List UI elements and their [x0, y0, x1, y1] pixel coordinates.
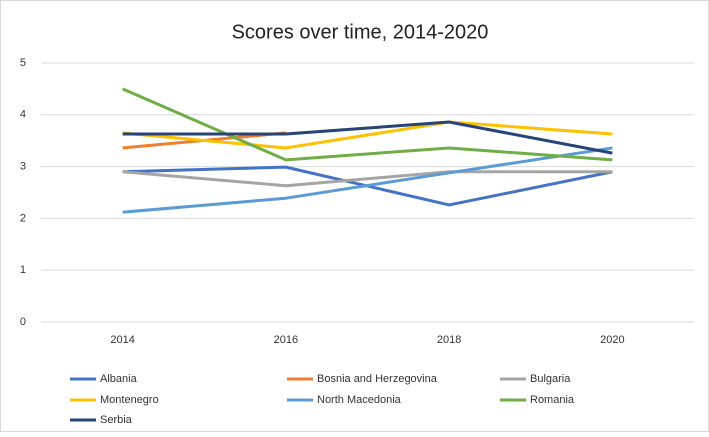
- y-tick-label: 5: [20, 57, 26, 69]
- legend-label: Montenegro: [100, 394, 159, 406]
- legend-label: Serbia: [100, 414, 133, 426]
- legend-label: Romania: [530, 394, 575, 406]
- series-line: [122, 87, 613, 162]
- series-line: [122, 170, 613, 188]
- x-tick-label: 2020: [600, 334, 624, 346]
- y-tick-label: 4: [20, 109, 26, 121]
- legend-label: Bosnia and Herzegovina: [317, 373, 438, 385]
- legend-label: North Macedonia: [317, 394, 402, 406]
- chart-title: Scores over time, 2014-2020: [232, 21, 489, 43]
- x-tick-label: 2016: [274, 334, 298, 346]
- x-tick-label: 2018: [437, 334, 461, 346]
- series-line: [122, 146, 613, 214]
- y-tick-label: 3: [20, 161, 26, 173]
- y-tick-label: 0: [20, 316, 26, 328]
- legend-label: Bulgaria: [530, 373, 571, 385]
- series-line: [122, 120, 613, 150]
- x-tick-label: 2014: [110, 334, 134, 346]
- y-tick-label: 2: [20, 212, 26, 224]
- series-line: [122, 120, 613, 155]
- y-tick-label: 1: [20, 264, 26, 276]
- legend-label: Albania: [100, 373, 138, 385]
